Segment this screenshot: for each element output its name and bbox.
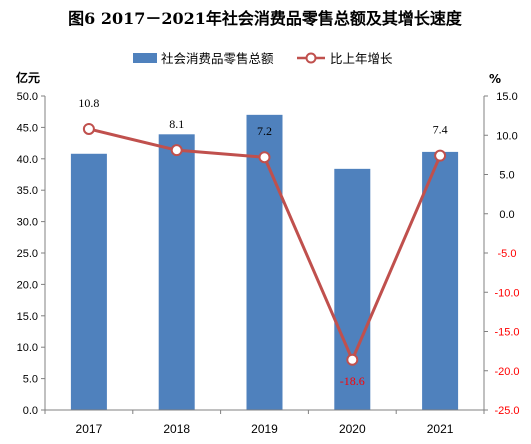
x-axis: 2017 2018 2019 2020 2021 — [44, 409, 485, 436]
left-tick-label: 5.0 — [23, 374, 38, 386]
right-tick-label: -20.0 — [494, 366, 519, 378]
left-axis-unit: 亿元 — [16, 70, 40, 85]
right-tick-label: 10.0 — [496, 130, 517, 142]
legend-bar-label: 社会消费品零售总额 — [161, 51, 274, 66]
bar-2017 — [70, 153, 107, 410]
right-tick-label: 5.0 — [499, 170, 514, 182]
left-tick-label: 50.0 — [17, 91, 38, 103]
left-tick-label: 40.0 — [17, 154, 38, 166]
growth-label-2018: 8.1 — [169, 117, 184, 131]
right-axis-unit: % — [489, 72, 501, 86]
legend: 社会消费品零售总额 比上年增长 — [133, 51, 393, 66]
legend-bar-swatch — [133, 53, 157, 63]
legend-line-label: 比上年增长 — [330, 51, 393, 66]
bar-2021 — [422, 151, 459, 410]
right-tick-label: -10.0 — [494, 287, 519, 299]
x-tick-label: 2019 — [251, 422, 278, 436]
growth-label-2017: 10.8 — [78, 96, 99, 110]
legend-line-marker — [305, 52, 317, 64]
growth-point-2021 — [434, 149, 447, 162]
growth-point-2018 — [170, 144, 183, 157]
left-tick-label: 15.0 — [17, 311, 38, 323]
x-tick-label: 2018 — [163, 422, 190, 436]
bar-series — [70, 114, 459, 411]
line-series: 10.8 8.1 7.2 -18.6 7.4 — [78, 96, 447, 388]
left-tick-label: 35.0 — [17, 185, 38, 197]
left-tick-label: 20.0 — [17, 279, 38, 291]
left-axis: 0.0 5.0 10.0 15.0 20.0 25.0 30.0 35.0 40.0 45.0 50… — [17, 91, 46, 417]
x-tick-label: 2017 — [76, 422, 103, 436]
growth-point-2020 — [346, 353, 359, 366]
growth-label-2019: 7.2 — [257, 124, 272, 138]
right-tick-label: -5.0 — [498, 248, 517, 260]
left-tick-label: 25.0 — [17, 248, 38, 260]
bar-2019 — [246, 114, 283, 410]
bar-2020 — [334, 168, 371, 410]
left-tick-label: 0.0 — [23, 405, 38, 417]
left-tick-label: 45.0 — [17, 122, 38, 134]
right-tick-label: 15.0 — [496, 91, 517, 103]
growth-point-2017 — [82, 122, 95, 135]
growth-label-2020: -18.6 — [340, 374, 365, 388]
chart-title: 图6 2017－2021年社会消费品零售总额及其增长速度 — [68, 9, 463, 28]
growth-label-2021: 7.4 — [433, 123, 448, 137]
x-tick-label: 2020 — [339, 422, 366, 436]
left-tick-label: 30.0 — [17, 217, 38, 229]
bar-2018 — [158, 134, 195, 411]
right-tick-label: -25.0 — [494, 405, 519, 417]
right-tick-label: 0.0 — [499, 209, 514, 221]
right-axis: -25.0 -20.0 -15.0 -10.0 -5.0 0.0 5.0 10.0 15.0 — [483, 91, 520, 417]
left-tick-label: 10.0 — [17, 342, 38, 354]
growth-point-2019 — [258, 151, 271, 164]
right-tick-label: -15.0 — [494, 327, 519, 339]
x-tick-label: 2021 — [427, 422, 454, 436]
